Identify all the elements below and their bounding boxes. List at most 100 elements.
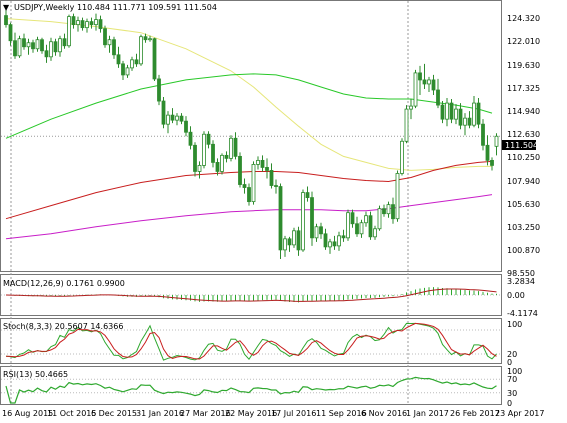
candle — [364, 211, 368, 227]
candle-body — [395, 173, 400, 220]
time-label: 22 May 2016 — [225, 409, 277, 418]
candle-body — [211, 143, 215, 163]
candle — [247, 183, 251, 206]
stoch-title: Stoch(8,3,3) 20.5607 14.6366 — [3, 322, 123, 331]
candle-body — [35, 39, 40, 50]
candle — [202, 131, 206, 169]
candle-body — [305, 192, 310, 198]
candle — [283, 235, 287, 257]
candle-body — [400, 140, 404, 174]
candle-body — [197, 165, 202, 172]
candle — [472, 96, 476, 128]
candle-body — [40, 39, 44, 52]
candle-body — [319, 226, 323, 235]
candle — [445, 98, 449, 127]
candle-body — [431, 79, 436, 91]
candle-body — [125, 67, 130, 76]
candle-body — [161, 100, 166, 125]
price-label: 107.940 — [507, 177, 540, 186]
candle — [224, 151, 229, 163]
rsi-panel[interactable] — [0, 366, 502, 405]
price-label: 103.250 — [507, 223, 540, 232]
candle — [103, 25, 107, 48]
candle-body — [98, 19, 103, 30]
candle — [26, 38, 31, 55]
candle-body — [224, 154, 229, 159]
candle — [413, 69, 418, 109]
candle-body — [440, 104, 445, 120]
time-label: 23 Apr 2017 — [495, 409, 544, 418]
candle-body — [296, 230, 301, 251]
symbol-info: USDJPY,Weekly 110.484 111.771 109.591 11… — [14, 3, 217, 12]
candle-body — [116, 54, 121, 65]
stoch-scale-label: 100 — [507, 320, 522, 329]
candle-body — [229, 137, 233, 159]
candle — [184, 116, 188, 137]
candle — [94, 13, 98, 31]
price-label: 114.940 — [507, 107, 540, 116]
candle-body — [427, 79, 431, 85]
candle — [125, 64, 130, 78]
macd-scale-label: -4.1174 — [507, 309, 538, 318]
rsi-scale-label: 100 — [507, 367, 522, 376]
candle — [418, 65, 422, 96]
candle — [296, 226, 301, 256]
candle — [76, 16, 80, 32]
candle — [323, 228, 328, 250]
candle-body — [134, 59, 139, 65]
candle-body — [323, 233, 328, 248]
candle-body — [301, 192, 305, 251]
candle — [22, 33, 26, 50]
candle — [89, 17, 94, 29]
candle — [143, 33, 148, 43]
main-plot — [1, 6, 501, 259]
candle — [166, 111, 170, 134]
rsi-scale-label: 70 — [507, 375, 517, 384]
candle-body — [364, 215, 368, 224]
candle-body — [49, 41, 53, 58]
candle — [332, 235, 337, 250]
candle-body — [44, 50, 49, 58]
candle — [116, 46, 121, 68]
candle — [53, 38, 58, 56]
candle — [148, 35, 152, 42]
dropdown-arrow-icon[interactable]: ▼ — [3, 3, 10, 12]
candle-body — [80, 20, 85, 29]
candle — [467, 111, 472, 129]
candle-body — [454, 108, 458, 120]
candle-body — [269, 170, 274, 186]
stoch-panel[interactable] — [0, 318, 502, 364]
candle-body — [467, 117, 472, 126]
candle — [269, 163, 274, 189]
candle-body — [310, 197, 314, 239]
candle-body — [328, 241, 332, 248]
candle — [287, 236, 292, 252]
candle-body — [157, 78, 161, 102]
candle — [463, 113, 467, 136]
candle — [341, 229, 346, 242]
candle-body — [278, 186, 283, 251]
stoch-d-line — [5, 322, 497, 360]
macd-plot — [1, 287, 501, 303]
candle — [251, 161, 256, 205]
stoch-scale-label: 20 — [507, 350, 517, 359]
candle-body — [359, 222, 364, 235]
candle-body — [193, 144, 197, 172]
candle — [256, 156, 260, 170]
candle-body — [413, 72, 418, 107]
rsi-scale-label: 0 — [507, 399, 512, 408]
candle-body — [422, 79, 427, 85]
candle — [193, 142, 197, 177]
candle-body — [377, 208, 382, 230]
candle-body — [184, 120, 188, 133]
candle — [107, 35, 112, 53]
candle — [422, 63, 427, 89]
candle — [71, 13, 76, 29]
time-label: 31 Jan 2016 — [136, 409, 184, 418]
candle — [458, 103, 463, 130]
candle-body — [274, 185, 278, 187]
candle — [481, 119, 485, 151]
time-label: 27 Mar 2016 — [180, 409, 231, 418]
macd-signal-line — [5, 288, 497, 302]
